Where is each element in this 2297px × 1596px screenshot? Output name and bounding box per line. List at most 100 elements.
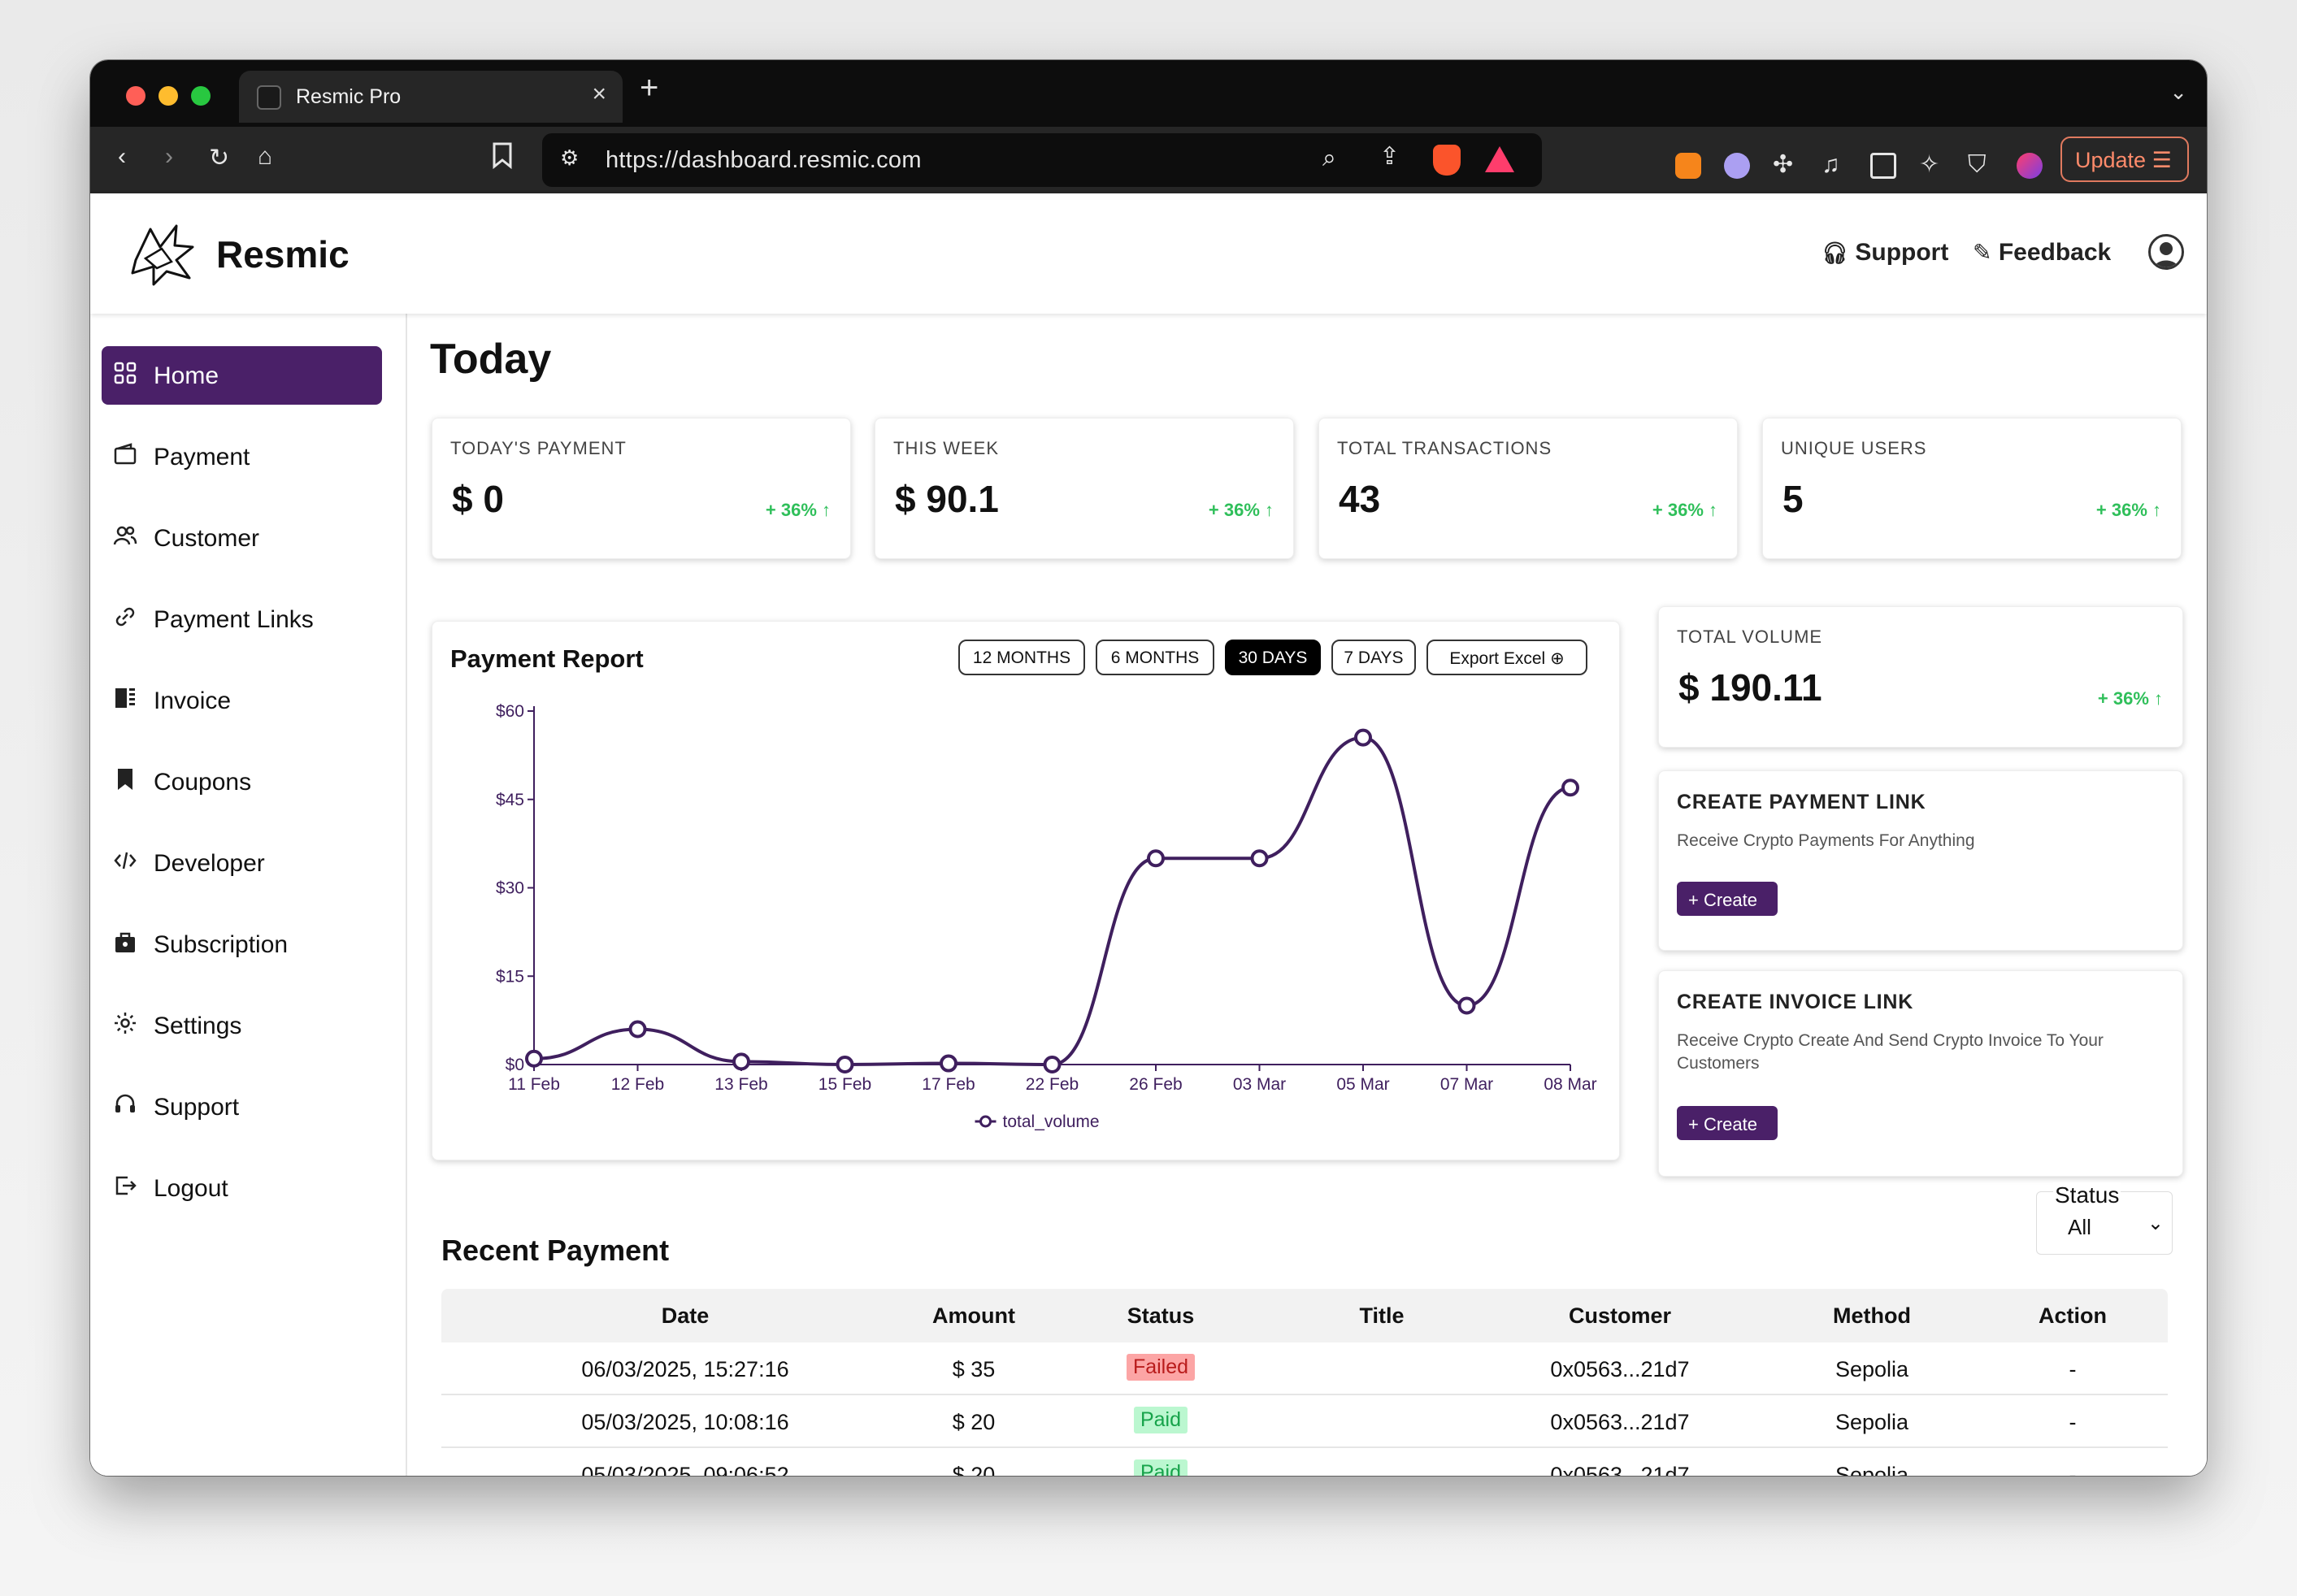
sidebar-item-label: Support bbox=[154, 1094, 240, 1121]
create-payment-link-card: CREATE PAYMENT LINK Receive Crypto Payme… bbox=[1658, 770, 2183, 951]
address-bar[interactable]: ⚙ https://dashboard.resmic.com ⌕ ⇪ bbox=[542, 133, 1542, 187]
range-12-months-button[interactable]: 12 MONTHS bbox=[958, 640, 1085, 675]
sidebar-item-support[interactable]: Support bbox=[102, 1078, 382, 1136]
stat-change: + 36% ↑ bbox=[2097, 688, 2163, 709]
sidebar-item-payment-links[interactable]: Payment Links bbox=[102, 590, 382, 648]
main-content: Today TODAY'S PAYMENT $ 0 + 36% ↑ THIS W… bbox=[409, 314, 2207, 1476]
cell-method: Sepolia bbox=[1835, 1463, 1909, 1476]
sidebar-item-home[interactable]: Home bbox=[102, 346, 382, 405]
sidebar-item-label: Customer bbox=[154, 525, 260, 552]
bookmark-icon[interactable] bbox=[492, 141, 513, 174]
forward-icon[interactable]: › bbox=[165, 143, 173, 170]
range-30-days-button[interactable]: 30 DAYS bbox=[1225, 640, 1321, 675]
media-music-icon[interactable]: ♫ bbox=[1822, 151, 1840, 178]
data-point bbox=[1043, 1056, 1062, 1073]
grid-icon bbox=[113, 361, 141, 388]
extensions-puzzle-icon[interactable]: ✣ bbox=[1773, 151, 1794, 178]
user-avatar[interactable] bbox=[2148, 234, 2184, 270]
stat-card-total-volume: TOTAL VOLUME $ 190.11 + 36% ↑ bbox=[1658, 606, 2183, 748]
create-invoice-link-card: CREATE INVOICE LINK Receive Crypto Creat… bbox=[1658, 970, 2183, 1177]
range-7-days-button[interactable]: 7 DAYS bbox=[1331, 640, 1416, 675]
site-settings-icon[interactable]: ⚙ bbox=[560, 145, 580, 170]
sidebar-item-settings[interactable]: Settings bbox=[102, 996, 382, 1055]
tab-list-chevron-icon[interactable]: ⌄ bbox=[2169, 80, 2187, 104]
column-header-amount: Amount bbox=[932, 1303, 1015, 1328]
sidebar-item-customer[interactable]: Customer bbox=[102, 509, 382, 567]
series-line bbox=[533, 735, 1571, 1067]
metamask-extension-icon[interactable] bbox=[1675, 153, 1701, 179]
stat-label: THIS WEEK bbox=[893, 438, 1000, 458]
tab-title: Resmic Pro bbox=[296, 85, 402, 108]
sidebar-toggle-icon[interactable] bbox=[1870, 153, 1896, 179]
sidebar-item-label: Settings bbox=[154, 1013, 242, 1039]
sidebar-item-subscription[interactable]: Subscription bbox=[102, 915, 382, 974]
x-tick-label: 07 Mar bbox=[1440, 1075, 1493, 1094]
vpn-shield-icon[interactable]: ⛉ bbox=[1968, 151, 1987, 178]
tab-close-icon[interactable]: × bbox=[592, 80, 606, 107]
feedback-link[interactable]: ✎ Feedback bbox=[1973, 239, 2111, 267]
sidebar-item-label: Developer bbox=[154, 850, 265, 877]
brand-name[interactable]: Resmic bbox=[216, 233, 350, 275]
stat-change: + 36% ↑ bbox=[765, 500, 831, 520]
sidebar-item-label: Coupons bbox=[154, 769, 252, 796]
stat-value: $ 190.11 bbox=[1678, 666, 1822, 709]
export-excel-button[interactable]: Export Excel ⊕ bbox=[1426, 640, 1587, 675]
data-point bbox=[525, 1049, 543, 1068]
column-header-action: Action bbox=[2039, 1303, 2107, 1328]
brave-rewards-icon[interactable] bbox=[1485, 146, 1514, 172]
table-row[interactable]: 06/03/2025, 15:27:16 $ 35 Failed 0x0563.… bbox=[441, 1342, 2168, 1395]
cell-status: Paid bbox=[1083, 1459, 1238, 1476]
table-row[interactable]: 05/03/2025, 10:08:16 $ 20 Paid 0x0563...… bbox=[441, 1395, 2168, 1448]
payment-report-chart: $0 $15 $30 $45 $60 11 Feb 12 Feb 13 Feb 15 Feb 17… bbox=[496, 702, 1597, 1131]
status-filter-value: All bbox=[2068, 1215, 2091, 1239]
create-invoice-link-button[interactable]: + Create bbox=[1677, 1106, 1778, 1140]
cta-title: CREATE INVOICE LINK bbox=[1677, 991, 1914, 1013]
range-6-months-button[interactable]: 6 MONTHS bbox=[1096, 640, 1214, 675]
stat-card-todays-payment: TODAY'S PAYMENT $ 0 + 36% ↑ bbox=[432, 418, 851, 559]
stat-card-unique-users: UNIQUE USERS 5 + 36% ↑ bbox=[1762, 418, 2182, 559]
stat-change: + 36% ↑ bbox=[1208, 500, 1274, 520]
stat-value: $ 90.1 bbox=[895, 478, 999, 520]
data-point bbox=[836, 1056, 854, 1073]
brave-shields-icon[interactable] bbox=[1433, 145, 1461, 176]
sidebar-item-label: Payment bbox=[154, 444, 250, 471]
new-tab-button[interactable]: + bbox=[640, 70, 659, 106]
data-point bbox=[1457, 996, 1476, 1015]
close-window-button[interactable] bbox=[126, 86, 145, 106]
zoom-icon[interactable]: ⌕ bbox=[1322, 145, 1336, 171]
feedback-label: Feedback bbox=[1998, 239, 2112, 266]
cta-description: Receive Crypto Create And Send Crypto In… bbox=[1677, 1031, 2104, 1073]
column-header-customer: Customer bbox=[1568, 1303, 1672, 1328]
wallet-extension-icon[interactable] bbox=[2017, 153, 2043, 179]
support-label: Support bbox=[1855, 239, 1949, 266]
data-point bbox=[732, 1052, 750, 1071]
phantom-extension-icon[interactable] bbox=[1724, 153, 1750, 179]
status-filter-select[interactable]: Status All ⌄ bbox=[2036, 1182, 2173, 1255]
support-link[interactable]: 🎧︎ Support bbox=[1822, 239, 1948, 267]
sidebar-item-logout[interactable]: Logout bbox=[102, 1159, 382, 1217]
reload-icon[interactable]: ↻ bbox=[209, 145, 230, 171]
resmic-logo-icon[interactable] bbox=[129, 223, 196, 290]
sidebar-item-coupons[interactable]: Coupons bbox=[102, 752, 382, 811]
home-icon[interactable]: ⌂ bbox=[258, 143, 273, 170]
legend-label: total_volume bbox=[1003, 1112, 1100, 1131]
cell-action: - bbox=[2069, 1410, 2077, 1434]
maximize-window-button[interactable] bbox=[191, 86, 211, 106]
back-icon[interactable]: ‹ bbox=[118, 143, 126, 170]
wallet-icon bbox=[113, 442, 141, 470]
chevron-down-icon: ⌄ bbox=[2147, 1212, 2164, 1234]
create-payment-link-button[interactable]: + Create bbox=[1677, 882, 1778, 916]
x-tick-label: 22 Feb bbox=[1026, 1075, 1079, 1094]
status-badge: Paid bbox=[1133, 1459, 1188, 1476]
sidebar-item-payment[interactable]: Payment bbox=[102, 427, 382, 486]
stat-value: $ 0 bbox=[452, 478, 504, 520]
sidebar-item-invoice[interactable]: Invoice bbox=[102, 671, 382, 730]
update-button[interactable]: Update ☰ bbox=[2060, 137, 2189, 182]
minimize-window-button[interactable] bbox=[158, 86, 178, 106]
share-icon[interactable]: ⇪ bbox=[1379, 143, 1400, 170]
table-row[interactable]: 05/03/2025, 09:06:52 $ 20 Paid 0x0563...… bbox=[441, 1448, 2168, 1476]
sidebar-item-developer[interactable]: Developer bbox=[102, 834, 382, 892]
bookmark-icon bbox=[113, 767, 141, 795]
browser-tab[interactable]: Resmic Pro × bbox=[239, 71, 623, 123]
leo-ai-icon[interactable]: ✧ bbox=[1919, 151, 1940, 178]
